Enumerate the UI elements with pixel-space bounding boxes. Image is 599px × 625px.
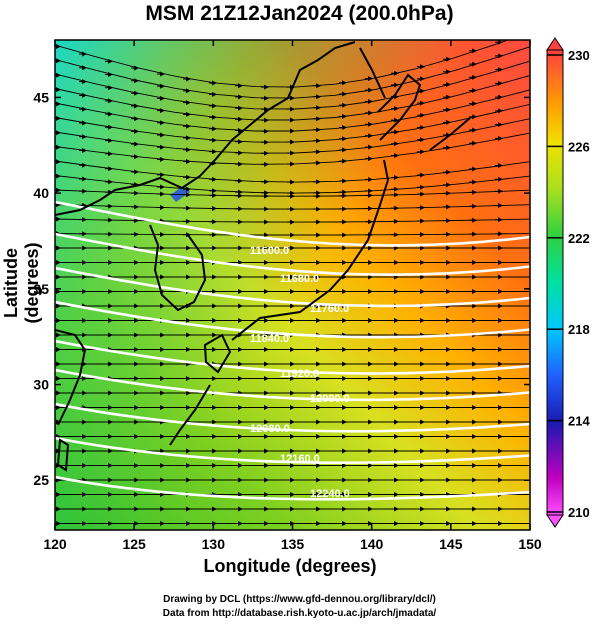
x-tick-label: 135 xyxy=(281,536,305,552)
korea-peninsula xyxy=(149,224,207,312)
colorbar-tick-label: 210 xyxy=(568,505,590,520)
colorbar-tick-label: 214 xyxy=(568,414,590,429)
y-tick-label: 45 xyxy=(33,89,49,105)
height-contour xyxy=(55,300,530,339)
sakhalin xyxy=(359,47,386,99)
ryukyu xyxy=(169,384,211,446)
height-contour xyxy=(55,200,530,247)
contour-label: 11840.0 xyxy=(250,333,289,345)
colorbar-tick-label: 222 xyxy=(568,231,590,246)
coastlines xyxy=(55,41,471,472)
colorbar-tick-label: 218 xyxy=(568,322,590,337)
y-axis-label: Latitude (degrees) xyxy=(1,242,42,324)
y-tick-label: 40 xyxy=(33,185,49,201)
colorbar-tick-label: 230 xyxy=(568,48,590,63)
height-contour xyxy=(55,232,530,276)
japan-hokkaido xyxy=(377,73,422,141)
height-contour xyxy=(55,339,530,375)
kyushu xyxy=(203,333,232,374)
asia-coastline xyxy=(55,41,356,216)
contour-label: 12080.0 xyxy=(250,423,290,435)
kuril xyxy=(429,117,471,151)
height-contour xyxy=(55,266,530,308)
y-tick-label: 30 xyxy=(33,377,49,393)
x-tick-label: 140 xyxy=(360,536,384,552)
y-tick-label: 25 xyxy=(33,472,49,488)
colorbar: 230 226 222 218 214 210 xyxy=(546,37,590,528)
contour-label: 11920.0 xyxy=(280,368,319,380)
contour-label: 11760.0 xyxy=(310,303,349,315)
axis-ticks: 120 125 130 135 140 145 150 25 30 35 40 45 xyxy=(33,40,542,552)
height-contour xyxy=(55,475,530,501)
x-tick-label: 150 xyxy=(518,536,542,552)
china-coast xyxy=(55,329,87,426)
credits: Drawing by DCL (https://www.gfd-dennou.o… xyxy=(0,593,599,621)
height-contour xyxy=(55,402,530,433)
taiwan xyxy=(56,438,70,472)
page-title: MSM 21Z12Jan2024 (200.0hPa) xyxy=(145,2,454,25)
contour-label: 12160.0 xyxy=(280,453,320,465)
colorbar-tick-label: 226 xyxy=(568,139,590,154)
colorbar-top-arrow xyxy=(546,37,564,51)
x-tick-label: 130 xyxy=(202,536,226,552)
x-tick-label: 125 xyxy=(122,536,146,552)
credit-line-1: Drawing by DCL (https://www.gfd-dennou.o… xyxy=(163,594,436,605)
japan-honshu xyxy=(231,159,390,341)
colorbar-bottom-arrow xyxy=(546,514,564,528)
x-tick-label: 145 xyxy=(439,536,463,552)
wind-vector-field: 11600.0 11680.0 11760.0 11840.0 11920.0 12000… xyxy=(55,40,530,526)
contour-label: 12240.0 xyxy=(310,488,350,500)
contour-label: 11680.0 xyxy=(280,273,319,285)
height-contour xyxy=(55,436,530,465)
contour-label: 11600.0 xyxy=(250,245,289,257)
x-tick-label: 120 xyxy=(43,536,67,552)
credit-line-2: Data from http://database.rish.kyoto-u.a… xyxy=(162,608,437,619)
contour-label: 12000.0 xyxy=(310,393,350,405)
x-axis-label: Longitude (degrees) xyxy=(203,556,377,576)
height-contour xyxy=(55,368,530,402)
y-tick-label: 35 xyxy=(33,281,49,297)
